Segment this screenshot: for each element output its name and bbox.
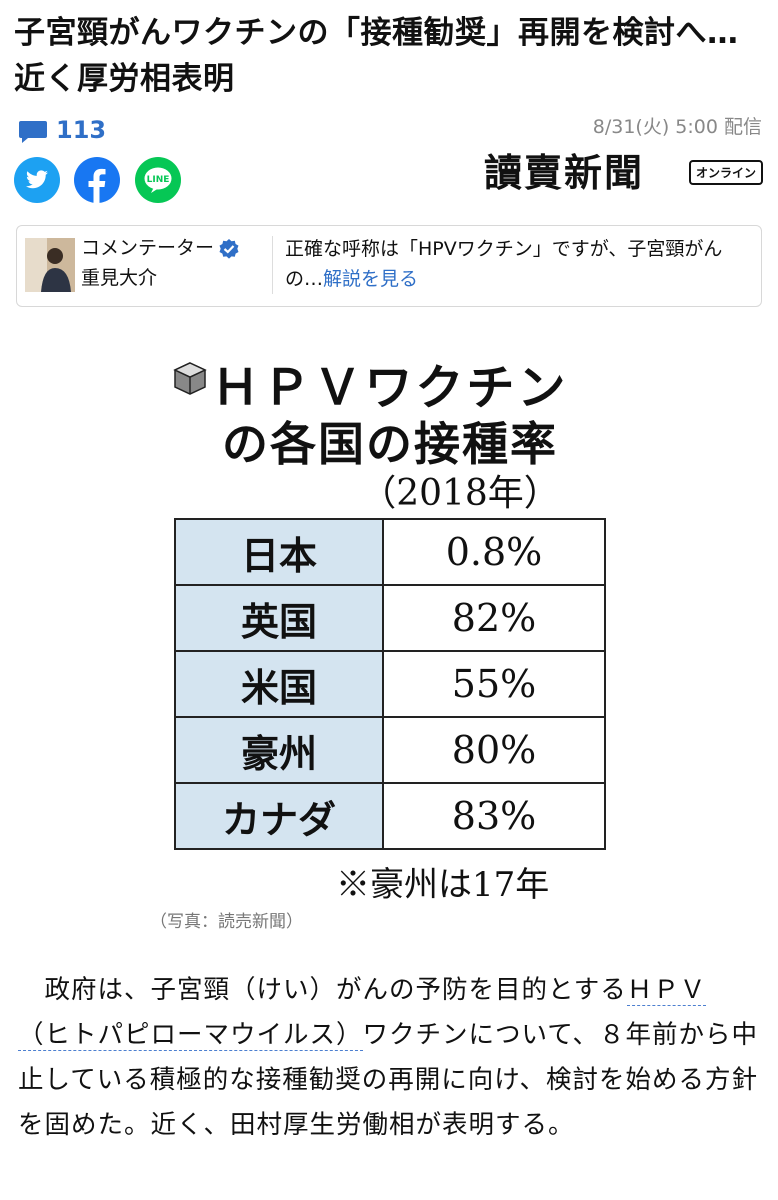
publish-date: 8/31(火) 5:00 配信 [592,116,762,138]
article-title: 子宮頸がんワクチンの「接種勧奨」再開を検討へ…近く厚労相表明 [14,15,739,97]
keyword-link[interactable]: ＨＰＶ（ヒトパピローマウイルス） [18,975,707,1051]
commentator-role: コメンテーター [81,234,240,262]
twitter-icon [14,157,60,203]
verified-badge-icon [219,238,239,259]
article-meta: 113 8/31(火) 5:00 配信 [18,114,762,146]
rate-cell: 82% [382,584,606,652]
commentator-excerpt: 正確な呼称は「HPVワクチン」ですが、子宮頸がんの…解説を見る [285,238,723,290]
commentator-divider [272,236,273,294]
vaccination-rate-table: 日本 0.8% 英国 82% 米国 55% 豪州 80% カナダ 83% [174,518,606,850]
rate-cell: 83% [382,782,606,850]
rate-cell: 55% [382,650,606,718]
country-cell: 米国 [174,650,384,718]
publisher-logo: 讀賣新聞 オンライン [484,150,764,196]
facebook-share-button[interactable] [74,157,120,203]
cube-icon [173,362,207,395]
table-row: 米国 55% [174,650,606,718]
figure-year: （2018年） [360,473,560,514]
country-cell: 豪州 [174,716,384,784]
publisher-badge: オンライン [689,160,764,185]
rate-cell: 0.8% [382,518,606,586]
line-icon: LINE [135,157,181,203]
rate-cell: 80% [382,716,606,784]
table-row: 豪州 80% [174,716,606,784]
publisher-logo-text: 讀賣新聞 [484,150,645,195]
comment-icon[interactable] [18,120,48,144]
table-row: 日本 0.8% [174,518,606,586]
country-cell: カナダ [174,782,384,850]
commentator-card[interactable]: コメンテーター 重見大介 正確な呼称は「HPVワクチン」ですが、子宮頸がんの…解… [16,225,762,307]
comment-count[interactable]: 113 [56,116,107,144]
country-cell: 日本 [174,518,384,586]
commentary-link[interactable]: 解説を見る [323,268,419,290]
figure-title-line2: の各国の接種率 [222,417,558,471]
article-body: 政府は、子宮頸（けい）がんの予防を目的とするＨＰＶ（ヒトパピローマウイルス）ワク… [18,975,758,1140]
line-share-button[interactable]: LINE [135,157,181,203]
commentator-avatar [25,238,75,292]
facebook-icon [74,157,120,203]
line-label: LINE [147,175,170,185]
figure-caption: （写真：読売新聞） [150,912,303,932]
country-cell: 英国 [174,584,384,652]
twitter-share-button[interactable] [14,157,60,203]
article-figure[interactable]: ＨＰＶワクチン の各国の接種率 （2018年） 日本 0.8% 英国 82% 米国 55%… [140,330,640,905]
table-row: 英国 82% [174,584,606,652]
figure-note: ※豪州は17年 [336,865,550,905]
table-row: カナダ 83% [174,782,606,850]
commentator-name: 重見大介 [81,267,158,289]
figure-title-line1: ＨＰＶワクチン [211,360,569,416]
